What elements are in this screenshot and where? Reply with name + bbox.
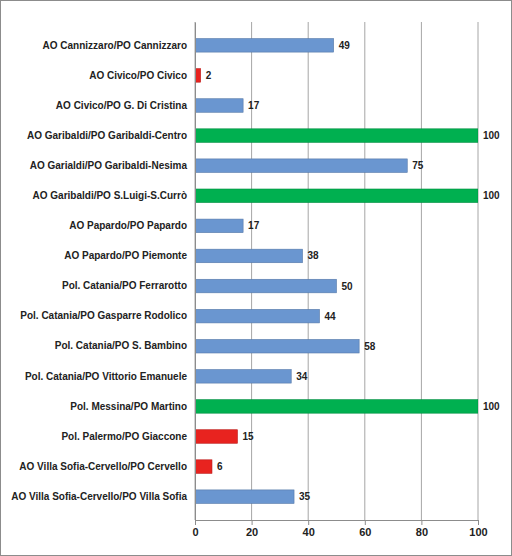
y-tick-label: AO Papardo/PO Papardo <box>69 220 187 231</box>
y-tick-label: Pol. Catania/PO Vittorio Emanuele <box>25 371 188 382</box>
y-tick: Pol. Messina/PO Martino <box>70 401 195 412</box>
y-tick: Pol. Catania/PO Ferrarotto <box>62 280 195 291</box>
y-tick-label: Pol. Palermo/PO Giaccone <box>61 431 187 442</box>
chart: 020406080100AO Cannizzaro/PO CannizzaroA… <box>0 0 512 556</box>
y-tick: AO Civico/PO Civico <box>89 70 195 81</box>
data-label: 17 <box>248 220 260 231</box>
x-tick-label: 20 <box>246 526 258 538</box>
grid-line <box>251 22 252 520</box>
y-tick-label: AO Civico/PO Civico <box>89 70 187 81</box>
x-axis: 0 20 40 60 80 100 <box>192 520 487 538</box>
data-label: 100 <box>483 130 500 141</box>
data-label: 100 <box>483 401 500 412</box>
y-tick-label: Pol. Catania/PO Ferrarotto <box>62 280 187 291</box>
y-tick-label: AO Garibaldi/PO S.Luigi-S.Currò <box>33 190 187 201</box>
y-tick-label: AO Villa Sofia-Cervello/PO Cervello <box>19 461 187 472</box>
data-labels: 49 2 17 100 75 100 17 38 50 44 58 34 100 15 6 35 <box>206 40 500 502</box>
data-label: 58 <box>364 341 376 352</box>
y-tick: AO Garialdi/PO Garibaldi-Nesima <box>30 160 195 171</box>
bar <box>195 39 334 53</box>
y-tick-label: Pol. Catania/PO S. Bambino <box>55 340 187 351</box>
chart-frame <box>1 1 512 556</box>
bar <box>195 370 291 384</box>
data-label: 35 <box>299 491 311 502</box>
y-tick: AO Garibaldi/PO S.Luigi-S.Currò <box>33 190 195 201</box>
bars <box>195 39 478 504</box>
y-axis-line <box>195 23 196 521</box>
bar <box>195 279 337 293</box>
y-tick-label: AO Cannizzaro/PO Cannizzaro <box>43 40 187 51</box>
y-tick-label: AO Villa Sofia-Cervello/PO Villa Sofia <box>11 491 187 502</box>
y-tick: AO Villa Sofia-Cervello/PO Cervello <box>19 461 195 472</box>
x-tick-mark <box>308 520 309 525</box>
y-tick: Pol. Catania/PO Vittorio Emanuele <box>25 371 195 382</box>
bar <box>195 99 243 113</box>
bar <box>195 159 407 173</box>
grid-line <box>308 22 309 520</box>
x-tick-label: 0 <box>192 526 198 538</box>
grid <box>195 22 478 520</box>
grid-line <box>421 22 422 520</box>
y-tick-label: AO Garibaldi/PO Garibaldi-Centro <box>27 130 187 141</box>
x-tick: 40 <box>303 520 315 538</box>
bar <box>195 129 478 143</box>
x-tick-mark <box>195 520 196 525</box>
y-tick: Pol. Palermo/PO Giaccone <box>61 431 195 442</box>
x-tick-mark <box>478 520 479 525</box>
y-tick: AO Papardo/PO Papardo <box>69 220 195 231</box>
data-label: 17 <box>248 100 260 111</box>
data-label: 100 <box>483 190 500 201</box>
bar <box>195 490 294 504</box>
bar <box>195 309 320 323</box>
data-label: 44 <box>325 311 337 322</box>
bar <box>195 249 303 263</box>
data-label: 50 <box>342 281 354 292</box>
data-label: 38 <box>308 250 320 261</box>
y-tick: Pol. Catania/PO Gasparre Rodolico <box>20 310 195 321</box>
y-tick-label: AO Civico/PO G. Di Cristina <box>56 100 188 111</box>
x-tick: 0 <box>192 520 198 538</box>
x-tick-label: 60 <box>359 526 371 538</box>
bar <box>195 400 478 414</box>
x-tick: 60 <box>359 520 371 538</box>
x-tick-label: 40 <box>303 526 315 538</box>
x-tick-mark <box>252 520 253 525</box>
x-tick-label: 80 <box>416 526 428 538</box>
data-label: 49 <box>339 40 351 51</box>
bar <box>195 460 212 474</box>
y-tick: AO Civico/PO G. Di Cristina <box>56 100 195 111</box>
grid-line <box>364 22 365 520</box>
bar <box>195 430 237 444</box>
bar <box>195 189 478 203</box>
y-tick-label: AO Papardo/PO Piemonte <box>64 250 187 261</box>
data-label: 75 <box>412 160 424 171</box>
data-label: 2 <box>206 70 212 81</box>
grid-line <box>195 22 196 520</box>
bar <box>195 219 243 233</box>
y-tick: AO Cannizzaro/PO Cannizzaro <box>43 40 195 51</box>
y-tick-label: Pol. Catania/PO Gasparre Rodolico <box>20 310 187 321</box>
y-tick: AO Garibaldi/PO Garibaldi-Centro <box>27 130 195 141</box>
x-tick: 80 <box>416 520 428 538</box>
data-label: 34 <box>296 371 308 382</box>
x-axis-line <box>196 520 479 521</box>
x-tick-mark <box>365 520 366 525</box>
data-label: 6 <box>217 461 223 472</box>
y-axis: AO Cannizzaro/PO Cannizzaro AO Civico/PO … <box>11 23 195 521</box>
x-tick-mark <box>421 520 422 525</box>
x-tick-label: 100 <box>469 526 487 538</box>
y-tick: AO Villa Sofia-Cervello/PO Villa Sofia <box>11 491 195 502</box>
y-tick: Pol. Catania/PO S. Bambino <box>55 340 195 351</box>
y-tick-label: Pol. Messina/PO Martino <box>70 401 187 412</box>
y-tick: AO Papardo/PO Piemonte <box>64 250 195 261</box>
data-label: 15 <box>242 431 254 442</box>
grid-line <box>478 22 479 520</box>
x-tick: 20 <box>246 520 258 538</box>
bar <box>195 339 359 353</box>
y-tick-label: AO Garialdi/PO Garibaldi-Nesima <box>30 160 188 171</box>
x-tick: 100 <box>469 520 487 538</box>
